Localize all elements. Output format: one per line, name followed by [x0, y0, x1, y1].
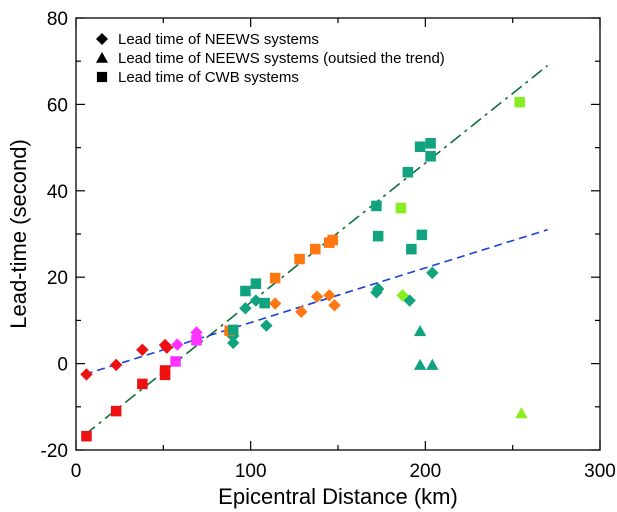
- x-tick-label: 0: [71, 461, 82, 482]
- square-point: [514, 96, 525, 108]
- diamond-point: [239, 302, 252, 315]
- diamond-point: [328, 299, 341, 312]
- legend: Lead time of NEEWS systems Lead time of …: [96, 31, 445, 86]
- square-point: [294, 253, 305, 265]
- legend-item-square: Lead time of CWB systems: [96, 69, 299, 86]
- y-tick-label: 60: [47, 95, 68, 116]
- axis-ticks: [75, 17, 601, 451]
- legend-label-neews: Lead time of NEEWS systems: [118, 31, 319, 48]
- square-point: [81, 430, 92, 442]
- triangle-point: [413, 358, 427, 370]
- diamond-point: [136, 343, 149, 356]
- diamond-point: [426, 266, 439, 280]
- square-point: [259, 297, 270, 309]
- diamond-point: [323, 289, 336, 302]
- legend-triangle-marker: [96, 52, 108, 63]
- square-point: [414, 141, 426, 153]
- y-tick-label: -20: [41, 441, 68, 462]
- square-point: [371, 200, 382, 212]
- y-tick-label: 40: [47, 182, 68, 203]
- y-tick-label: 20: [47, 268, 68, 289]
- legend-diamond-marker: [96, 33, 108, 45]
- square-point: [406, 243, 417, 255]
- square-point: [310, 243, 321, 255]
- y-tick-labels: -20 0 20 40 60 80: [41, 9, 68, 462]
- neews-trend-line: [84, 228, 548, 376]
- legend-square-marker: [96, 71, 108, 83]
- triangle-point: [413, 325, 427, 337]
- triangle-point: [515, 407, 528, 419]
- square-point: [269, 272, 281, 284]
- diamond-point: [80, 368, 93, 381]
- diamond-point: [171, 338, 184, 351]
- y-axis-title: Lead-time (second): [6, 139, 31, 329]
- y-tick-label: 0: [57, 355, 68, 376]
- legend-item-diamond: Lead time of NEEWS systems: [96, 31, 319, 48]
- diamond-point: [396, 289, 409, 302]
- square-point: [372, 230, 384, 242]
- square-point: [227, 324, 239, 336]
- square-point: [395, 202, 407, 214]
- x-tick-label: 100: [235, 461, 267, 482]
- square-point: [110, 405, 122, 417]
- square-point: [327, 234, 339, 246]
- square-point: [402, 166, 414, 178]
- diamond-point: [109, 358, 123, 372]
- diamond-point: [260, 319, 273, 332]
- diamond-point: [160, 341, 174, 354]
- diamond-point: [310, 290, 324, 303]
- x-tick-label: 200: [409, 461, 441, 482]
- legend-item-triangle: Lead time of NEEWS systems (outsied the …: [96, 50, 445, 67]
- square-point: [191, 335, 202, 346]
- diamond-point: [249, 294, 263, 307]
- diamond-point: [227, 336, 240, 350]
- legend-label-neews-outside: Lead time of NEEWS systems (outsied the …: [118, 50, 445, 67]
- diamond-point: [268, 297, 282, 310]
- square-point: [425, 138, 436, 149]
- square-point: [240, 285, 251, 297]
- square-point: [250, 278, 262, 289]
- triangle-point: [426, 358, 439, 370]
- legend-label-cwb: Lead time of CWB systems: [118, 69, 299, 86]
- x-axis-title: Epicentral Distance (km): [218, 484, 458, 509]
- x-tick-label: 300: [584, 461, 616, 482]
- x-tick-labels: 0 100 200 300: [71, 461, 616, 482]
- data-points: [80, 96, 528, 442]
- square-point: [425, 150, 436, 162]
- square-point: [416, 229, 428, 241]
- y-tick-label: 80: [47, 9, 68, 30]
- square-point: [170, 356, 181, 367]
- diamond-point: [371, 282, 385, 296]
- square-point: [159, 369, 171, 381]
- diamond-point: [295, 305, 308, 318]
- square-point: [137, 378, 148, 390]
